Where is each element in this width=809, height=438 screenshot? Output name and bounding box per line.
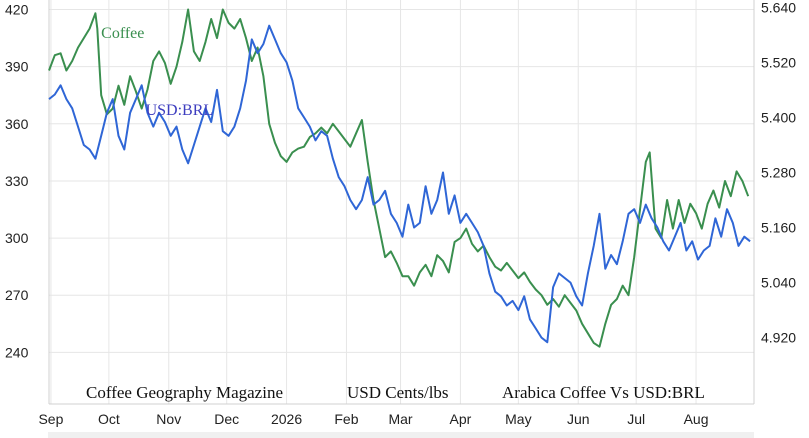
x-tick-label: May — [505, 411, 531, 427]
series-label-coffee: Coffee — [101, 25, 144, 42]
series-label-usd-brl: USD:BRL — [146, 102, 214, 119]
x-tick-label: Mar — [388, 411, 412, 427]
series-line-usd-brl — [48, 24, 751, 344]
series-line-coffee — [48, 8, 750, 348]
x-tick-label: Jul — [627, 411, 645, 427]
x-axis-ticks: Sep Oct Nov Dec 2026 Feb Mar Apr May Jun Jul Aug — [38, 411, 708, 427]
x-tick-label: Jun — [567, 411, 590, 427]
bottom-scroll-strip — [48, 432, 754, 438]
x-tick-label: Feb — [334, 411, 358, 427]
right-tick-label: 5.160 — [761, 220, 796, 236]
left-tick-label: 300 — [5, 230, 29, 246]
series-lines — [48, 8, 751, 348]
x-tick-label: Dec — [214, 411, 239, 427]
left-tick-label: 420 — [5, 2, 29, 18]
x-tick-label: Nov — [156, 411, 181, 427]
footer-annotations: Coffee Geography Magazine USD Cents/lbs … — [86, 383, 705, 402]
right-tick-label: 5.280 — [761, 164, 796, 180]
footer-units: USD Cents/lbs — [347, 383, 449, 402]
right-tick-label: 5.520 — [761, 54, 796, 70]
series-labels: Coffee USD:BRL — [101, 25, 213, 119]
x-tick-label: Apr — [450, 411, 472, 427]
x-tick-label: Aug — [684, 411, 709, 427]
right-tick-label: 5.400 — [761, 109, 796, 125]
left-tick-label: 330 — [5, 173, 29, 189]
right-tick-label: 5.640 — [761, 0, 796, 15]
right-axis-ticks: 5.640 5.520 5.400 5.280 5.160 5.040 4.920 — [761, 0, 796, 346]
left-axis-ticks: 420 390 360 330 300 270 240 — [5, 2, 29, 361]
footer-title: Arabica Coffee Vs USD:BRL — [502, 383, 705, 402]
x-tick-label: 2026 — [271, 411, 302, 427]
x-tick-label: Oct — [98, 411, 120, 427]
gridlines — [48, 0, 755, 405]
right-tick-label: 5.040 — [761, 275, 796, 291]
left-tick-label: 390 — [5, 59, 29, 75]
footer-publisher: Coffee Geography Magazine — [86, 383, 283, 402]
left-tick-label: 360 — [5, 116, 29, 132]
left-tick-label: 240 — [5, 344, 29, 360]
right-tick-label: 4.920 — [761, 330, 796, 346]
left-tick-label: 270 — [5, 287, 29, 303]
x-tick-label: Sep — [38, 411, 63, 427]
